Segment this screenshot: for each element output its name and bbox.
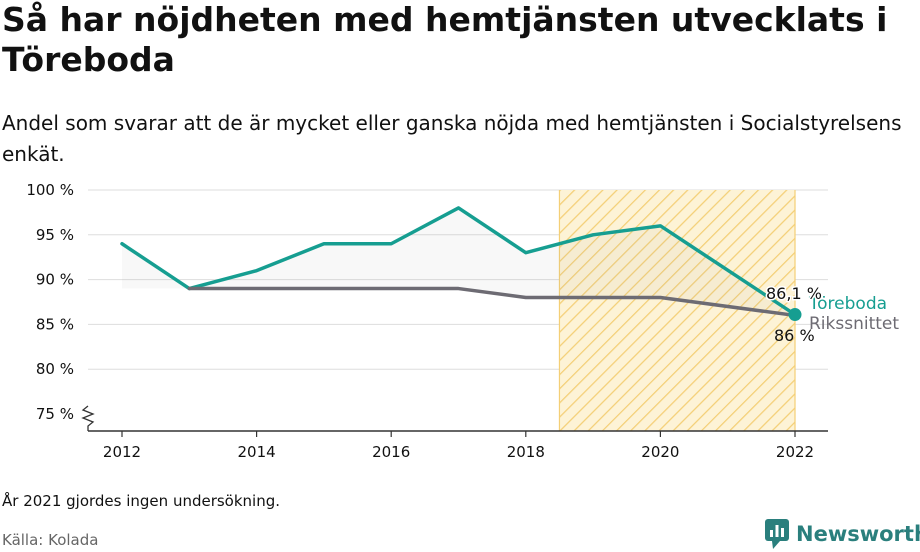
newsworthy-icon <box>765 519 789 549</box>
y-tick-label: 90 % <box>36 271 74 289</box>
x-tick-label: 2012 <box>103 443 141 461</box>
end-point-toreboda <box>788 308 802 322</box>
y-tick-label: 75 % <box>36 405 74 423</box>
y-tick-label: 100 % <box>26 181 74 199</box>
page-title: Så har nöjdheten med hemtjänsten utveckl… <box>2 0 888 79</box>
axis-break-icon <box>81 405 95 431</box>
x-tick-label: 2020 <box>641 443 679 461</box>
y-tick-label: 95 % <box>36 226 74 244</box>
x-tick-label: 2018 <box>507 443 545 461</box>
brand-name: Newsworthy <box>796 522 920 546</box>
data-label-rikssnittet: 86 % <box>774 326 815 345</box>
chart-note: År 2021 gjordes ingen undersökning. <box>2 492 281 510</box>
series-line-rikssnittet <box>187 286 797 318</box>
series-line-toreboda <box>120 206 797 317</box>
line-chart: 75 % 80 % 85 % 90 % 95 % 100 % 2012 2014 2016 201… <box>26 181 899 461</box>
series-label-rikssnittet: Rikssnittet <box>809 314 899 334</box>
x-tick-label: 2022 <box>776 443 814 461</box>
brand-logo: Newsworthy <box>764 518 920 550</box>
x-tick-label: 2014 <box>238 443 276 461</box>
y-tick-label: 80 % <box>36 360 74 378</box>
source-text: Källa: Kolada <box>2 531 99 549</box>
chart-subtitle: Andel som svarar att de är mycket eller … <box>2 111 902 166</box>
data-label-toreboda: 86,1 % <box>766 284 822 303</box>
x-tick-label: 2016 <box>372 443 410 461</box>
y-tick-label: 85 % <box>36 315 74 333</box>
series-label-toreboda: Töreboda <box>808 294 887 314</box>
